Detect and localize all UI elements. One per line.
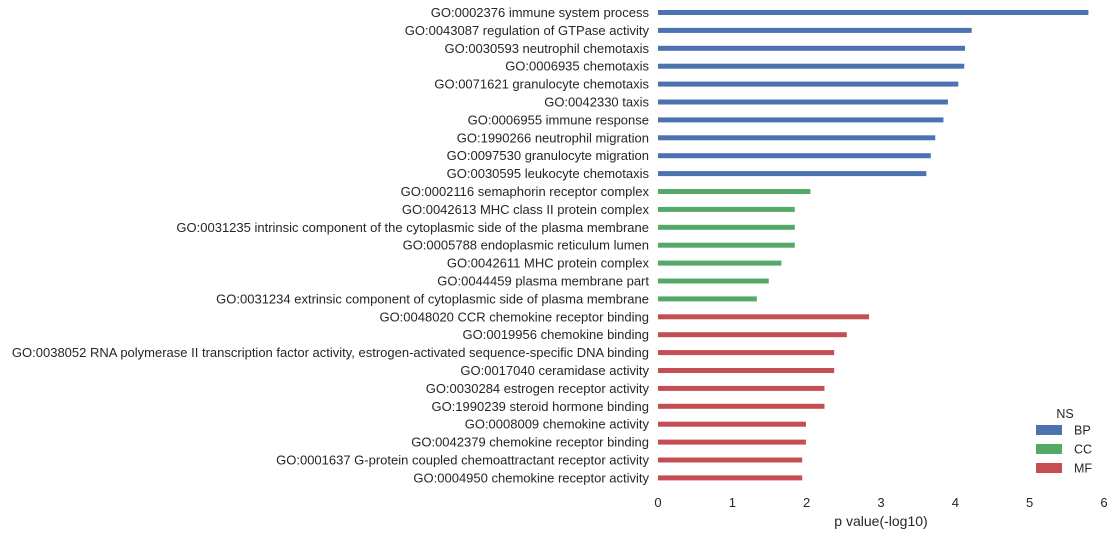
x-axis-title: p value(-log10)	[834, 513, 927, 529]
bar-12	[658, 224, 795, 230]
bar-2	[658, 45, 965, 51]
bars-group	[658, 10, 1089, 481]
category-label-6: GO:0006955 immune response	[468, 112, 649, 127]
bar-5	[658, 99, 948, 105]
category-label-0: GO:0002376 immune system process	[431, 5, 650, 20]
bar-9	[658, 171, 927, 177]
bar-26	[658, 475, 803, 481]
category-label-13: GO:0005788 endoplasmic reticulum lumen	[403, 238, 649, 253]
bar-8	[658, 153, 931, 159]
bar-0	[658, 10, 1089, 15]
x-tick-label-6: 6	[1100, 495, 1107, 510]
category-labels: GO:0002376 immune system process GO:00430…	[12, 5, 650, 485]
x-tick-label-5: 5	[1026, 495, 1033, 510]
x-axis-ticks: 0 1 2 3 4 5 6	[654, 495, 1107, 510]
category-label-8: GO:0097530 granulocyte migration	[447, 148, 649, 163]
bar-4	[658, 81, 959, 87]
x-tick-label-1: 1	[729, 495, 736, 510]
x-tick-label-4: 4	[952, 495, 959, 510]
legend-swatch-mf	[1036, 463, 1062, 473]
category-label-10: GO:0002116 semaphorin receptor complex	[401, 184, 650, 199]
bar-21	[658, 385, 825, 391]
bar-11	[658, 206, 795, 212]
category-label-19: GO:0038052 RNA polymerase II transcripti…	[12, 345, 649, 360]
bar-6	[658, 117, 944, 123]
bar-25	[658, 457, 803, 463]
category-label-24: GO:0042379 chemokine receptor binding	[411, 435, 649, 450]
bar-19	[658, 350, 835, 356]
legend-swatch-cc	[1036, 444, 1062, 454]
legend-label-bp: BP	[1074, 424, 1091, 438]
category-label-5: GO:0042330 taxis	[544, 95, 649, 110]
x-tick-label-2: 2	[803, 495, 810, 510]
category-label-15: GO:0044459 plasma membrane part	[437, 274, 649, 289]
category-label-18: GO:0019956 chemokine binding	[463, 327, 649, 342]
category-label-9: GO:0030595 leukocyte chemotaxis	[447, 166, 650, 181]
category-label-16: GO:0031234 extrinsic component of cytopl…	[216, 291, 649, 306]
x-tick-label-3: 3	[877, 495, 884, 510]
category-label-1: GO:0043087 regulation of GTPase activity	[405, 23, 650, 38]
bar-14	[658, 260, 782, 266]
legend-label-mf: MF	[1074, 462, 1092, 476]
category-label-23: GO:0008009 chemokine activity	[465, 417, 650, 432]
category-label-20: GO:0017040 ceramidase activity	[460, 363, 649, 378]
category-label-14: GO:0042611 MHC protein complex	[447, 256, 650, 271]
bar-16	[658, 296, 757, 302]
category-label-12: GO:0031235 intrinsic component of the cy…	[176, 220, 649, 235]
legend-label-cc: CC	[1074, 443, 1092, 457]
legend: NS BP CC MF	[1036, 407, 1092, 476]
bar-22	[658, 403, 825, 409]
bar-18	[658, 332, 847, 338]
bar-3	[658, 63, 965, 69]
bar-10	[658, 189, 811, 194]
category-label-2: GO:0030593 neutrophil chemotaxis	[444, 41, 649, 56]
legend-items: BP CC MF	[1036, 424, 1092, 476]
bar-23	[658, 421, 806, 427]
x-tick-label-0: 0	[654, 495, 661, 510]
bar-15	[658, 278, 769, 284]
category-label-21: GO:0030284 estrogen receptor activity	[426, 381, 650, 396]
bar-17	[658, 314, 870, 320]
category-label-26: GO:0004950 chemokine receptor activity	[413, 470, 649, 485]
category-label-4: GO:0071621 granulocyte chemotaxis	[434, 77, 649, 92]
category-label-11: GO:0042613 MHC class II protein complex	[402, 202, 650, 217]
legend-swatch-bp	[1036, 425, 1062, 435]
category-label-22: GO:1990239 steroid hormone binding	[431, 399, 649, 414]
bar-20	[658, 368, 835, 373]
category-label-25: GO:0001637 G-protein coupled chemoattrac…	[276, 453, 649, 468]
category-label-17: GO:0048020 CCR chemokine receptor bindin…	[379, 309, 649, 324]
bar-13	[658, 242, 795, 248]
bar-24	[658, 439, 806, 445]
bar-1	[658, 27, 972, 33]
legend-title: NS	[1056, 407, 1073, 421]
category-label-7: GO:1990266 neutrophil migration	[457, 130, 649, 145]
category-label-3: GO:0006935 chemotaxis	[505, 59, 649, 74]
bar-7	[658, 135, 936, 141]
